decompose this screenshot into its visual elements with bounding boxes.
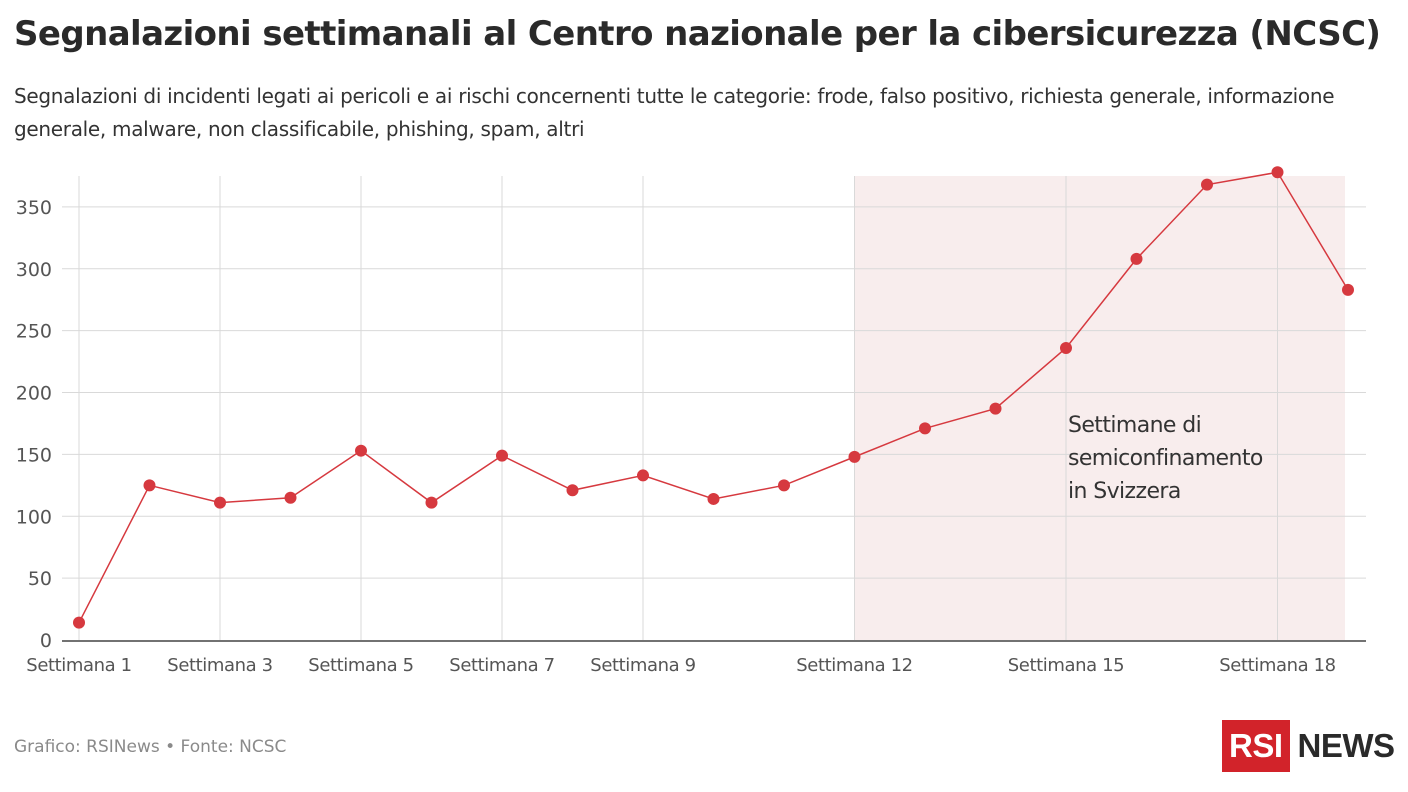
data-point-week-10 [707,492,720,505]
gridlines-group [62,176,1366,640]
y-tick-label-250: 250 [16,321,52,343]
data-point-week-9 [637,469,649,482]
highlight-region [854,176,1345,640]
y-tick-label-100: 100 [16,506,52,528]
annotation-group: Settimane di semiconfinamento in Svizzer… [1068,413,1263,504]
shaded-region-group [854,176,1345,640]
line-chart: 0 50 100 150 200 250 300 350 Settimana 1 Settiman… [16,166,1366,676]
series-group [73,166,1354,629]
x-tick-label-week-18: Settimana 18 [1219,655,1335,676]
data-point-week-17 [1201,178,1213,191]
data-point-week-3 [214,496,226,509]
y-tick-label-50: 50 [28,568,52,590]
data-point-week-7 [496,449,508,462]
data-point-week-16 [1130,252,1143,265]
logo-rsi-box: RSI [1222,720,1290,772]
data-point-week-6 [425,496,438,509]
source-note: Grafico: RSINews • Fonte: NCSC [14,737,287,757]
annotation-line-3: in Svizzera [1068,479,1181,504]
x-tick-label-week-3: Settimana 3 [167,655,272,676]
data-point-week-5 [355,444,367,457]
data-point-week-12 [848,450,861,463]
y-tick-label-0: 0 [40,630,52,652]
y-tick-label-150: 150 [16,444,52,466]
chart-title: Segnalazioni settimanali al Centro nazio… [14,14,1381,54]
chart-subtitle: Segnalazioni di incidenti legati ai peri… [14,84,1335,141]
x-tick-label-week-1: Settimana 1 [26,655,131,676]
y-tick-label-350: 350 [16,197,52,219]
data-point-week-15 [1060,341,1072,354]
logo-news-word: NEWS [1297,727,1396,764]
data-point-week-18 [1271,166,1284,179]
data-point-week-19 [1342,283,1354,296]
x-tick-label-week-5: Settimana 5 [308,655,413,676]
y-tick-label-300: 300 [16,259,52,281]
data-point-week-13 [919,422,931,435]
x-tick-label-week-7: Settimana 7 [449,655,554,676]
annotation-line-1: Settimane di [1068,413,1201,438]
axis-group: 0 50 100 150 200 250 300 350 Settimana 1 Settiman… [16,197,1366,676]
y-tick-label-200: 200 [16,383,52,405]
data-point-week-4 [284,491,297,504]
data-point-week-2 [143,479,156,492]
data-point-week-8 [566,484,579,497]
data-point-week-14 [989,402,1002,415]
x-tick-label-week-9: Settimana 9 [590,655,695,676]
data-point-week-11 [778,479,790,492]
rsi-news-logo: RSI NEWS [1222,720,1395,772]
annotation-line-2: semiconfinamento [1068,446,1263,471]
data-point-week-1 [73,616,85,629]
x-tick-label-week-12: Settimana 12 [796,655,912,676]
x-tick-label-week-15: Settimana 15 [1008,655,1124,676]
